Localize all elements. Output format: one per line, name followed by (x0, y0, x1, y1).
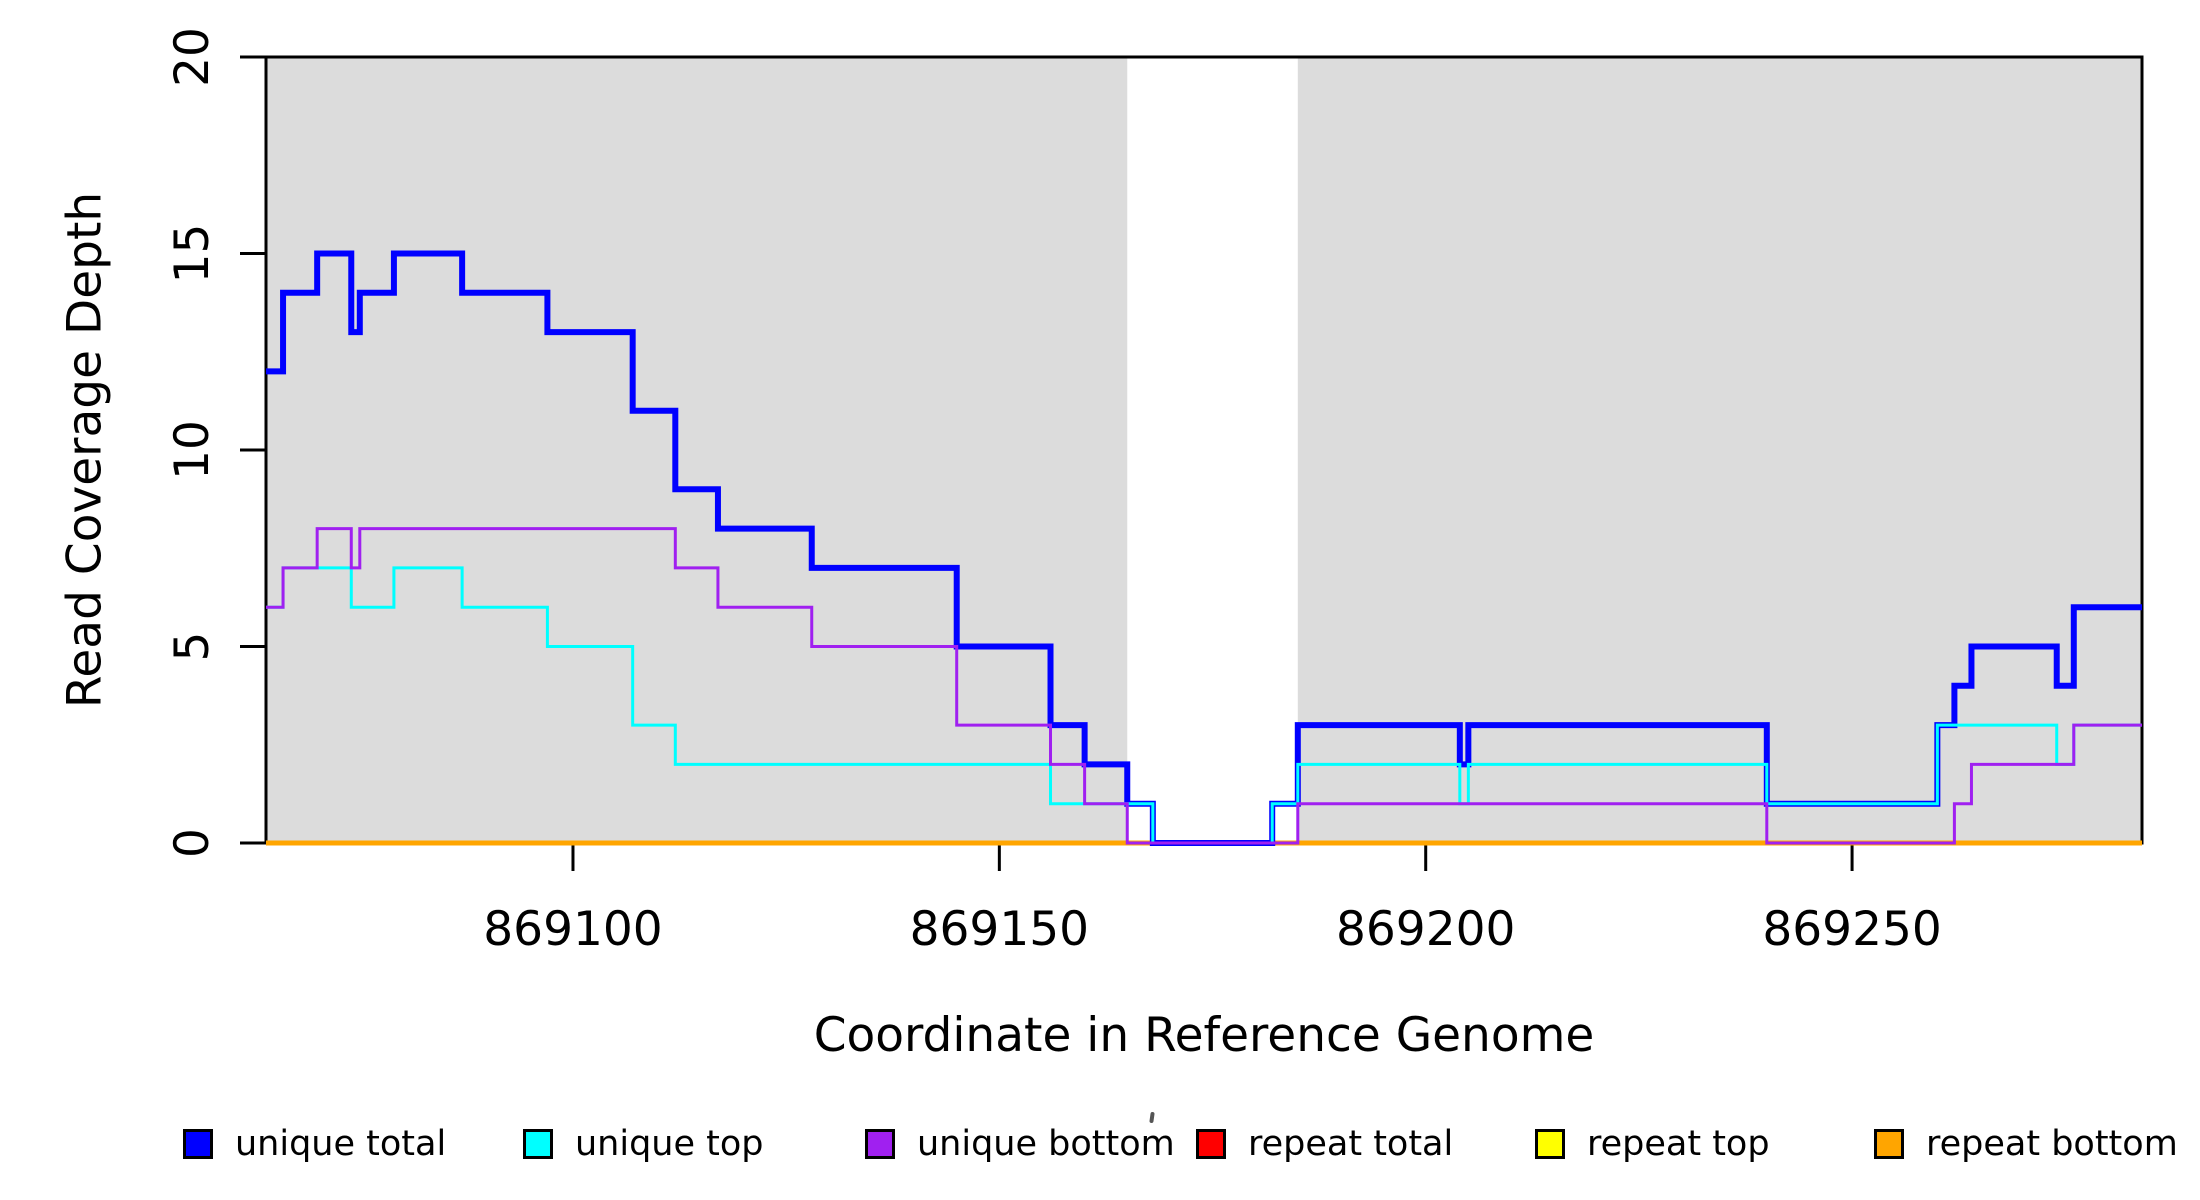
series-line-unique-top (266, 566, 2142, 845)
series-line-unique-bottom (266, 527, 2142, 845)
x-axis-title: Coordinate in Reference Genome (813, 1008, 1595, 1063)
y-tick-label: 15 (165, 224, 220, 284)
y-tick-label: 20 (165, 27, 220, 87)
y-axis-title: Read Coverage Depth (57, 191, 113, 709)
x-tick-label: 869200 (1336, 902, 1515, 957)
x-tick-label: 869100 (483, 902, 662, 957)
x-tick-label: 869250 (1762, 902, 1941, 957)
y-tick-label: 10 (165, 420, 220, 480)
x-tick-label: 869150 (910, 902, 1089, 957)
y-tick-label: 5 (165, 632, 220, 662)
repeat-region-shading-1 (266, 57, 1128, 843)
y-tick-label: 0 (165, 828, 220, 858)
repeat-region-shading-2 (1297, 57, 2142, 843)
